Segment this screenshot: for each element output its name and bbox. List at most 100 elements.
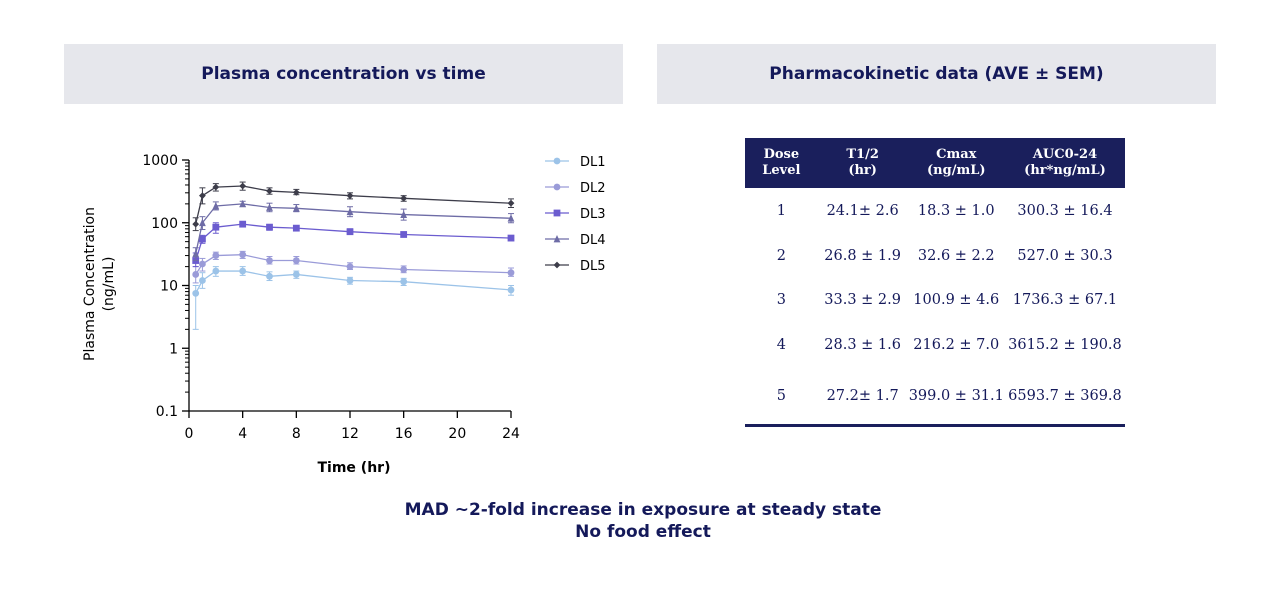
data-point-dl5	[199, 192, 206, 200]
data-point-dl3	[266, 223, 273, 231]
cell-dose: 4	[776, 337, 786, 353]
data-point-dl1	[266, 272, 273, 280]
concentration-chart: 0.1 1 10 100 1000 0 4 8 12 16 20 24 Time (hr) Plasma …	[82, 153, 606, 476]
data-point-dl5	[192, 220, 200, 228]
y-tick-label: 1000	[142, 153, 178, 169]
data-point-dl4	[292, 204, 300, 212]
chart-panel-header: Plasma concentration vs time	[64, 44, 623, 104]
table-row: 1 24.1± 2.6 18.3 ± 1.0 300.3 ± 16.4	[745, 188, 1125, 234]
cell-half-life: 28.3 ± 1.6	[824, 337, 901, 353]
table-panel-header: Pharmacokinetic data (AVE ± SEM)	[657, 44, 1216, 104]
header-cmax: Cmax (ng/mL)	[907, 138, 1005, 188]
data-point-dl2	[199, 260, 206, 268]
legend-label-dl3: DL3	[580, 207, 606, 222]
x-tick-label: 24	[502, 426, 520, 442]
cell-cmax: 100.9 ± 4.6	[913, 292, 1000, 308]
legend-marker-dl2	[553, 183, 561, 191]
x-tick-label: 8	[292, 426, 301, 442]
data-point-dl1	[192, 289, 200, 297]
data-point-dl3	[346, 228, 354, 236]
y-tick-label: 100	[151, 216, 178, 232]
data-point-dl4	[199, 218, 206, 227]
data-point-dl1	[239, 267, 247, 275]
data-point-dl3	[292, 224, 300, 232]
cell-dose: 5	[745, 368, 818, 427]
table-row: 4 28.3 ± 1.6 216.2 ± 7.0 3615.2 ± 190.8	[745, 322, 1125, 368]
x-tick-label: 4	[238, 426, 247, 442]
x-tick-label: 12	[341, 426, 359, 442]
cell-half-life: 26.8 ± 1.9	[824, 248, 901, 264]
cell-cmax: 32.6 ± 2.2	[917, 248, 995, 264]
cell-dose: 1	[776, 203, 786, 219]
data-point-dl5	[266, 187, 273, 195]
x-tick-label: 16	[395, 426, 413, 442]
data-point-dl2	[239, 251, 247, 259]
data-point-dl2	[507, 269, 515, 277]
cell-half-life: 33.3 ± 2.9	[824, 292, 901, 308]
legend-label-dl4: DL4	[580, 233, 606, 248]
data-point-dl5	[346, 192, 354, 200]
cell-auc: 1736.3 ± 67.1	[1012, 292, 1118, 308]
y-tick-label: 1	[169, 341, 178, 357]
legend-marker-dl3	[553, 209, 561, 217]
data-point-dl1	[400, 278, 408, 286]
table-row: 2 26.8 ± 1.9 32.6 ± 2.2 527.0 ± 30.3	[745, 234, 1125, 278]
legend-label-dl5: DL5	[580, 259, 606, 274]
cell-cmax: 18.3 ± 1.0	[917, 203, 995, 219]
data-point-dl3	[199, 235, 206, 243]
footnote-line-2: No food effect	[575, 522, 711, 542]
data-point-dl1	[199, 277, 206, 284]
data-point-dl5	[212, 183, 220, 191]
legend-marker-dl1	[553, 157, 561, 165]
data-point-dl4	[346, 207, 354, 216]
cell-half-life: 24.1± 2.6	[826, 203, 899, 219]
header-dose-level: Dose Level	[745, 138, 818, 188]
data-point-dl1	[507, 286, 515, 294]
data-point-dl4	[192, 249, 200, 258]
table-row: 3 33.3 ± 2.9 100.9 ± 4.6 1736.3 ± 67.1	[745, 278, 1125, 322]
data-point-dl2	[192, 271, 200, 278]
footnote: MAD ~2-fold increase in exposure at stea…	[330, 499, 956, 543]
data-point-dl4	[266, 203, 273, 211]
data-point-dl2	[266, 257, 273, 264]
data-point-dl3	[239, 220, 247, 228]
data-point-dl1	[212, 267, 220, 275]
cell-half-life: 27.2± 1.7	[817, 368, 908, 427]
data-point-dl2	[346, 263, 354, 271]
header-half-life: T1/2 (hr)	[817, 138, 908, 188]
data-point-dl5	[400, 194, 408, 202]
data-point-dl4	[212, 201, 220, 210]
data-point-dl2	[292, 257, 300, 264]
x-axis-title: Time (hr)	[318, 460, 391, 476]
cell-dose: 2	[776, 248, 786, 264]
cell-auc: 300.3 ± 16.4	[1017, 203, 1113, 219]
x-tick-label: 0	[185, 426, 194, 442]
cell-auc: 527.0 ± 30.3	[1017, 248, 1113, 264]
header-auc: AUC0-24 (hr*ng/mL)	[1004, 138, 1125, 188]
data-point-dl5	[507, 199, 515, 207]
cell-auc: 3615.2 ± 190.8	[1008, 337, 1122, 353]
chart-panel-title: Plasma concentration vs time	[201, 64, 486, 84]
table-header-row: Dose Level T1/2 (hr) Cmax (ng/mL) AUC0-24 (h…	[745, 138, 1125, 188]
table-panel-title: Pharmacokinetic data (AVE ± SEM)	[769, 64, 1104, 84]
data-point-dl3	[507, 234, 515, 242]
data-point-dl1	[346, 277, 354, 284]
data-point-dl3	[400, 231, 408, 238]
table-row: 5 27.2± 1.7 399.0 ± 31.1 6593.7 ± 369.8	[745, 368, 1125, 427]
legend-label-dl2: DL2	[580, 181, 606, 196]
cell-dose: 3	[776, 292, 786, 308]
data-point-dl3	[212, 223, 220, 231]
y-axis-title: Plasma Concentration (ng/mL)	[82, 207, 117, 361]
footnote-line-1: MAD ~2-fold increase in exposure at stea…	[404, 500, 882, 520]
cell-auc: 6593.7 ± 369.8	[1004, 368, 1125, 427]
y-tick-label: 0.1	[156, 404, 178, 420]
pk-data-table: Dose Level T1/2 (hr) Cmax (ng/mL) AUC0-24 (h…	[745, 138, 1125, 427]
data-point-dl4	[400, 210, 408, 218]
data-point-dl2	[400, 266, 408, 273]
data-point-dl2	[212, 252, 220, 259]
cell-cmax: 216.2 ± 7.0	[913, 337, 1000, 353]
legend-label-dl1: DL1	[580, 155, 606, 170]
y-tick-label: 10	[160, 279, 178, 295]
data-point-dl5	[239, 182, 247, 190]
legend-marker-dl5	[553, 261, 561, 269]
